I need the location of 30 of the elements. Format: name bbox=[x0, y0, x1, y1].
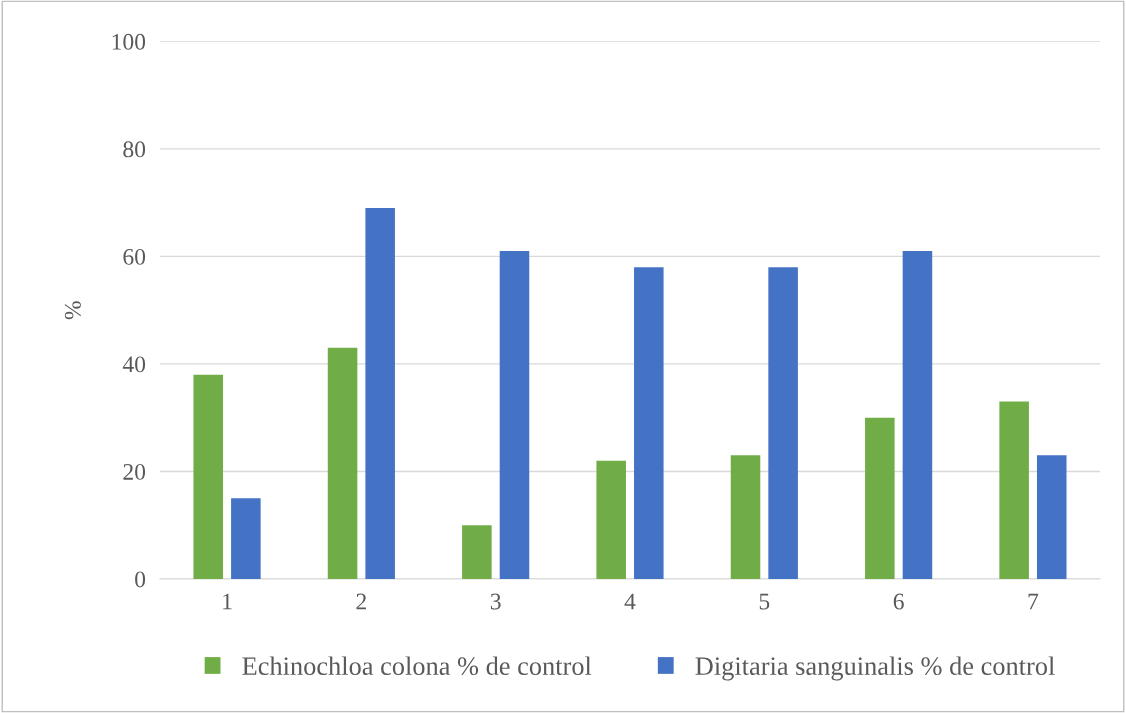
x-tick-label: 2 bbox=[356, 593, 366, 610]
x-tick-label: 5 bbox=[759, 593, 770, 610]
bar bbox=[768, 267, 798, 579]
bar bbox=[596, 460, 626, 579]
bar bbox=[327, 347, 358, 579]
y-tick-label: 60 bbox=[123, 248, 146, 265]
x-tick-label: 3 bbox=[490, 593, 501, 610]
y-tick-label: 80 bbox=[123, 141, 146, 158]
bar bbox=[634, 267, 664, 579]
bar bbox=[462, 525, 492, 579]
bar bbox=[730, 455, 761, 579]
legend-label: Echinochloa colona % de control bbox=[242, 656, 592, 676]
x-tick-label: 1 bbox=[223, 593, 232, 610]
y-tick-label: 100 bbox=[112, 33, 146, 50]
x-tick-label: 7 bbox=[1028, 593, 1039, 610]
bar bbox=[999, 401, 1029, 579]
x-tick-label: 4 bbox=[624, 593, 636, 610]
legend-label: Digitaria sanguinalis % de control bbox=[695, 656, 1055, 681]
y-axis-title: % bbox=[64, 301, 81, 320]
bar bbox=[499, 251, 530, 579]
x-tick-label: 6 bbox=[893, 593, 904, 610]
bar bbox=[365, 208, 395, 579]
bar bbox=[1036, 455, 1067, 579]
bar bbox=[231, 498, 261, 579]
y-tick-label: 40 bbox=[122, 356, 146, 373]
bar bbox=[865, 417, 895, 579]
bar bbox=[193, 374, 224, 579]
y-tick-label: 0 bbox=[135, 571, 146, 588]
bar bbox=[902, 251, 933, 579]
y-tick-label: 20 bbox=[123, 463, 146, 480]
